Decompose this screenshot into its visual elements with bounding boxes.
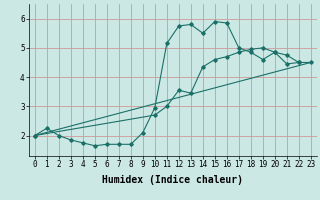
X-axis label: Humidex (Indice chaleur): Humidex (Indice chaleur)	[102, 175, 243, 185]
